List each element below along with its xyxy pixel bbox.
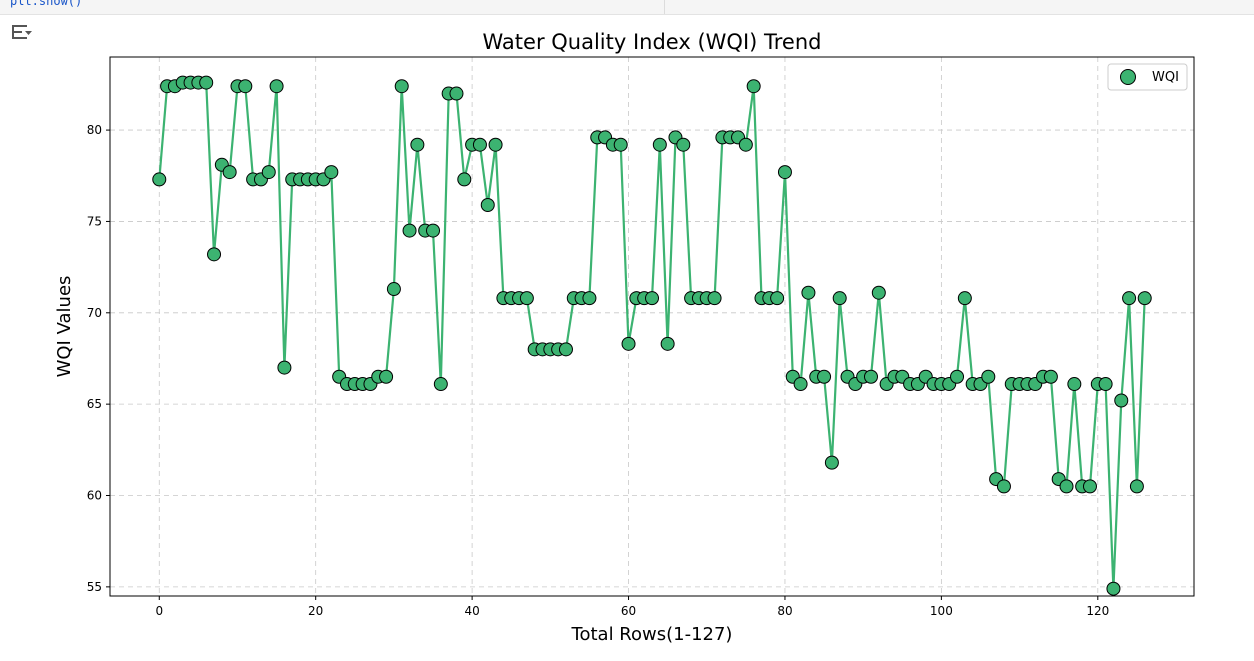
data-point [777,165,792,180]
data-point [324,165,339,180]
y-tick-label: 80 [87,123,102,137]
data-point [207,247,222,262]
legend-label: WQI [1152,70,1179,85]
data-point [222,165,237,180]
data-point [770,291,785,306]
data-point [871,285,886,300]
x-tick-label: 80 [777,604,792,618]
data-point [738,137,753,152]
data-point [277,360,292,375]
data-point [621,336,636,351]
data-point [379,369,394,384]
data-point [457,172,472,187]
data-point [426,223,441,238]
y-tick-label: 75 [87,214,102,228]
data-point [660,336,675,351]
series-wqi [152,75,1152,596]
notebook-cell-top: plt.show() [0,0,1254,15]
data-point [1059,479,1074,494]
data-point [817,369,832,384]
data-point [480,197,495,212]
data-point [793,377,808,392]
data-point [519,291,534,306]
data-point [996,479,1011,494]
data-point [386,282,401,297]
cell-divider [664,0,665,14]
data-point [269,79,284,94]
data-point [676,137,691,152]
y-tick-label: 55 [87,580,102,594]
data-point [394,79,409,94]
legend-marker [1120,69,1136,85]
x-tick-label: 100 [930,604,953,618]
data-point [1137,291,1152,306]
data-point [558,342,573,357]
data-point [824,455,839,470]
data-point [832,291,847,306]
x-tick-label: 40 [464,604,479,618]
data-point [613,137,628,152]
data-point [261,165,276,180]
data-point [645,291,659,306]
data-point [1043,369,1058,384]
x-tick-label: 120 [1086,604,1109,618]
data-point [1114,393,1129,408]
data-point [472,137,487,152]
data-point [433,377,448,392]
chart-title: Water Quality Index (WQI) Trend [483,30,822,54]
x-tick-label: 0 [155,604,163,618]
x-tick-label: 60 [621,604,636,618]
data-point [410,137,425,152]
data-point [950,369,965,384]
data-point [1122,291,1137,306]
x-axis: 0 20 40 60 80 100 120 [155,596,1109,618]
data-point [582,291,597,306]
data-point [957,291,972,306]
x-tick-label: 20 [308,604,323,618]
y-axis: 55 60 65 70 75 80 [87,123,110,594]
y-tick-label: 70 [87,306,102,320]
data-point [152,172,167,187]
data-point [801,285,816,300]
y-axis-label: WQI Values [54,276,75,378]
data-point [1098,377,1113,392]
code-snippet: plt.show() [10,0,83,8]
data-point [199,75,214,90]
data-point [402,223,417,238]
legend: WQI [1107,63,1188,91]
x-axis-label: Total Rows(1-127) [571,624,733,645]
data-point [1106,581,1121,596]
y-tick-label: 65 [87,397,102,411]
data-point [1129,479,1144,494]
data-point [488,137,503,152]
data-point [238,79,253,94]
data-point [652,137,667,152]
data-point [746,79,761,94]
output-collapse-icon[interactable] [10,22,34,44]
y-tick-label: 60 [87,489,102,503]
data-point [707,291,722,306]
data-point [449,86,464,101]
plot-area [109,56,1195,597]
data-point [1067,377,1082,392]
series-line [158,81,1146,589]
data-point [863,369,878,384]
data-point [1082,479,1097,494]
data-point [981,369,996,384]
